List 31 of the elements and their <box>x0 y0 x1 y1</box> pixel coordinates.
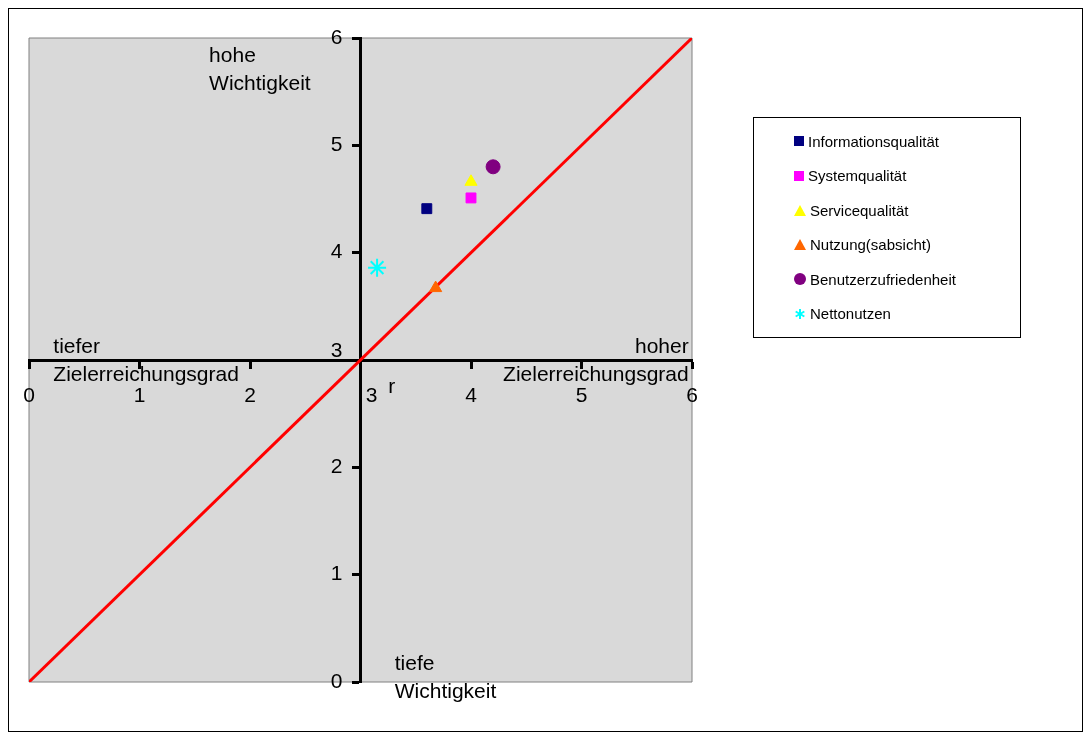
legend-label: Systemqualität <box>808 167 907 185</box>
x-tick-label: 1 <box>133 383 146 407</box>
x-tick-label: 5 <box>575 383 588 407</box>
y-tick-label: 5 <box>330 132 343 156</box>
point <box>465 192 477 204</box>
x-tick-label: 0 <box>23 383 35 407</box>
annotation: r <box>388 374 396 398</box>
y-tick-label: 4 <box>330 239 343 263</box>
x-tick-label: 2 <box>244 383 256 407</box>
annotation: tiefe Wichtigkeit <box>394 651 497 703</box>
legend-label: Informationsqualität <box>808 132 939 150</box>
legend-label: Nutzung(sabsicht) <box>810 236 931 254</box>
legend-label: Servicequalität <box>810 201 909 219</box>
point <box>429 280 443 293</box>
annotation: tiefer Zielerreichungsgrad <box>53 333 239 385</box>
y-tick-label: 2 <box>330 454 343 478</box>
point <box>464 174 478 186</box>
x-tick-label: 3 <box>365 383 378 407</box>
point <box>485 159 501 175</box>
point <box>367 257 388 278</box>
legend-label: Benutzerzufriedenheit <box>810 270 956 288</box>
y-tick-label: 0 <box>330 668 343 692</box>
legend-label: Nettonutzen <box>810 305 891 323</box>
annotation: hoher Zielerreichungsgrad <box>503 333 689 385</box>
y-tick-label: 3 <box>330 337 343 361</box>
y-tick-label: 6 <box>330 24 343 48</box>
x-tick-label: 4 <box>465 383 478 407</box>
point <box>421 203 433 215</box>
x-tick-label: 6 <box>686 383 698 407</box>
annotation: hohe Wichtigkeit <box>209 42 311 94</box>
y-tick-label: 1 <box>330 561 343 585</box>
